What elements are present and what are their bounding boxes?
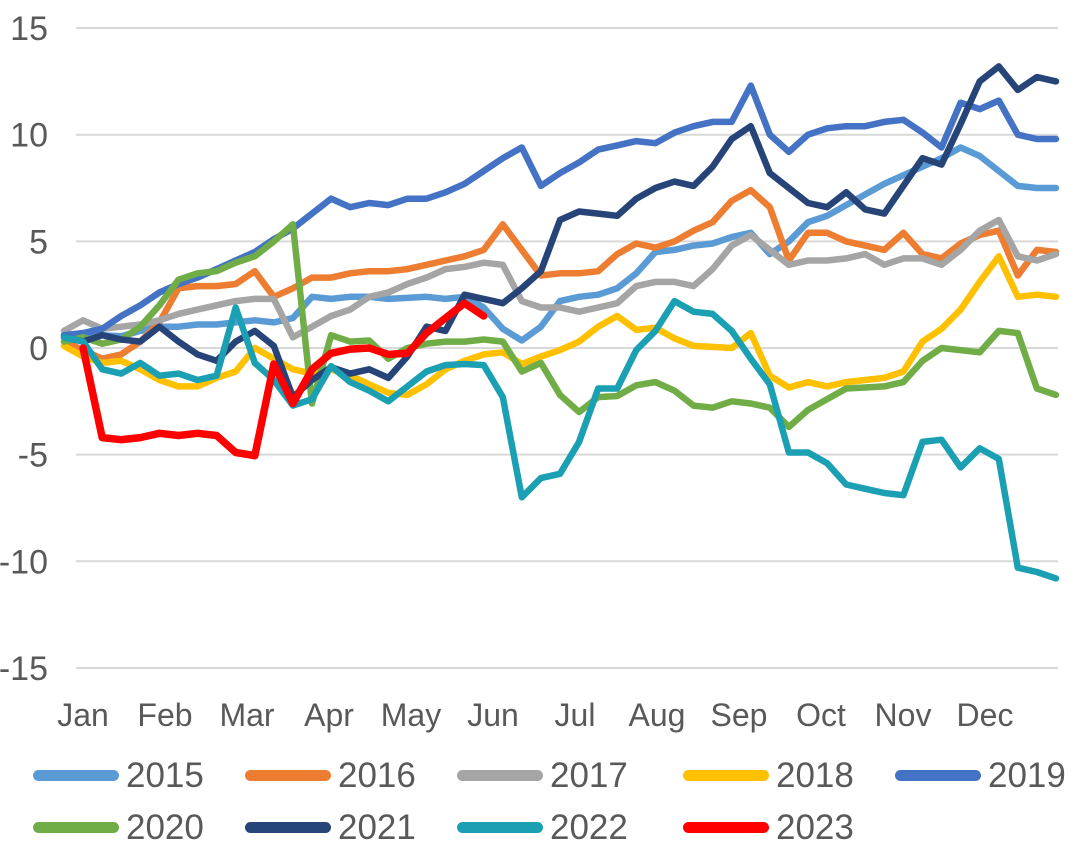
legend-swatch-2023 <box>683 821 769 833</box>
x-axis-month-label: Jan <box>57 697 109 733</box>
legend-label: 2021 <box>338 807 416 847</box>
legend-item-2020[interactable]: 2020 <box>33 807 204 847</box>
legend-item-2023[interactable]: 2023 <box>683 807 854 847</box>
x-axis-month-label: Sep <box>711 697 768 733</box>
x-axis-month-label: Mar <box>219 697 274 733</box>
legend-label: 2015 <box>126 755 204 795</box>
legend-swatch-2019 <box>895 769 981 781</box>
legend-label: 2023 <box>776 807 854 847</box>
series-line-2019[interactable] <box>60 82 1060 339</box>
legend-swatch-2016 <box>245 769 331 781</box>
series-line-2022[interactable] <box>60 297 1060 582</box>
legend-item-2015[interactable]: 2015 <box>33 755 204 795</box>
legend-label: 2018 <box>776 755 854 795</box>
legend-swatch-2020 <box>33 821 119 833</box>
series-line-2017[interactable] <box>60 216 1060 341</box>
legend-item-2021[interactable]: 2021 <box>245 807 416 847</box>
y-axis-tick-label: 10 <box>10 117 48 155</box>
x-axis-month-label: Aug <box>629 697 686 733</box>
x-axis-month-label: Nov <box>875 697 932 733</box>
y-axis-tick-label: 5 <box>29 223 48 261</box>
legend-swatch-2015 <box>33 769 119 781</box>
y-axis-tick-label: -15 <box>0 650 48 688</box>
legend-item-2018[interactable]: 2018 <box>683 755 854 795</box>
series-line-2023[interactable] <box>79 299 488 460</box>
legend-swatch-2022 <box>457 821 543 833</box>
x-axis-month-label: Apr <box>304 697 354 733</box>
series-line-2021[interactable] <box>60 63 1060 401</box>
series-line-2020[interactable] <box>60 221 1060 431</box>
legend-swatch-2018 <box>683 769 769 781</box>
x-axis-month-label: Oct <box>796 697 846 733</box>
series-line-2016[interactable] <box>60 186 1060 362</box>
x-axis-month-label: Jul <box>555 697 596 733</box>
legend-swatch-2021 <box>245 821 331 833</box>
legend-label: 2020 <box>126 807 204 847</box>
legend-item-2017[interactable]: 2017 <box>457 755 628 795</box>
y-axis-tick-label: 15 <box>10 10 48 48</box>
legend-item-2022[interactable]: 2022 <box>457 807 628 847</box>
x-axis-month-label: Feb <box>137 697 192 733</box>
legend-label: 2022 <box>550 807 628 847</box>
y-axis-tick-label: -10 <box>0 543 48 581</box>
x-axis-month-label: Jun <box>467 697 519 733</box>
legend-item-2019[interactable]: 2019 <box>895 755 1066 795</box>
legend-swatch-2017 <box>457 769 543 781</box>
y-axis-tick-label: -5 <box>18 437 48 475</box>
series-line-2018[interactable] <box>60 253 1060 399</box>
legend-label: 2019 <box>988 755 1066 795</box>
legend-label: 2016 <box>338 755 416 795</box>
legend-label: 2017 <box>550 755 628 795</box>
y-axis-tick-label: 0 <box>29 330 48 368</box>
x-axis-month-label: May <box>381 697 441 733</box>
legend-item-2016[interactable]: 2016 <box>245 755 416 795</box>
x-axis-month-label: Dec <box>957 697 1014 733</box>
